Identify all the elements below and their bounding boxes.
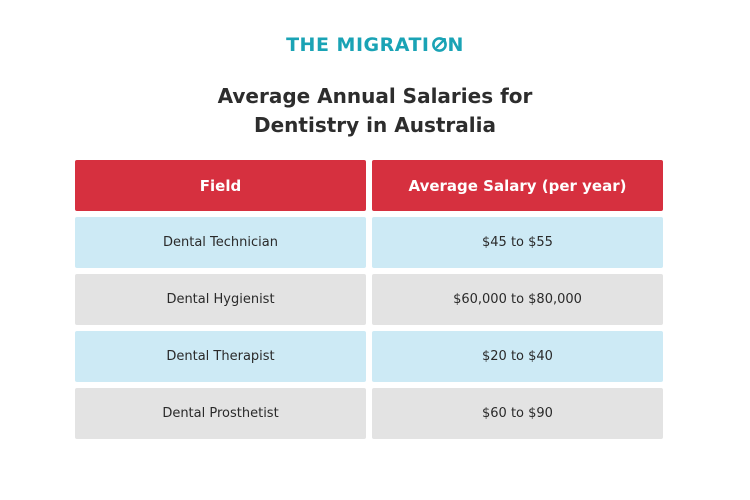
- table-row: Dental Hygienist $60,000 to $80,000: [75, 274, 663, 325]
- salary-cell: $20 to $40: [372, 331, 663, 382]
- header-field: Field: [75, 160, 366, 211]
- salary-table: Field Average Salary (per year) Dental T…: [75, 160, 663, 445]
- field-cell: Dental Technician: [75, 217, 366, 268]
- table-row: Dental Therapist $20 to $40: [75, 331, 663, 382]
- title-line-2: Dentistry in Australia: [254, 113, 496, 137]
- table-header-row: Field Average Salary (per year): [75, 160, 663, 211]
- field-cell: Dental Hygienist: [75, 274, 366, 325]
- title-line-1: Average Annual Salaries for: [217, 84, 533, 108]
- salary-cell: $60 to $90: [372, 388, 663, 439]
- table-row: Dental Technician $45 to $55: [75, 217, 663, 268]
- field-cell: Dental Therapist: [75, 331, 366, 382]
- logo: THE MIGRATI N: [0, 33, 750, 57]
- logo-arrow-o-icon: [431, 37, 447, 52]
- logo-text-start: THE MIGRATI: [286, 34, 430, 56]
- logo-text-end: N: [447, 34, 464, 56]
- salary-cell: $45 to $55: [372, 217, 663, 268]
- field-cell: Dental Prosthetist: [75, 388, 366, 439]
- page-title: Average Annual Salaries for Dentistry in…: [0, 82, 750, 140]
- table-row: Dental Prosthetist $60 to $90: [75, 388, 663, 439]
- header-average-salary: Average Salary (per year): [372, 160, 663, 211]
- salary-cell: $60,000 to $80,000: [372, 274, 663, 325]
